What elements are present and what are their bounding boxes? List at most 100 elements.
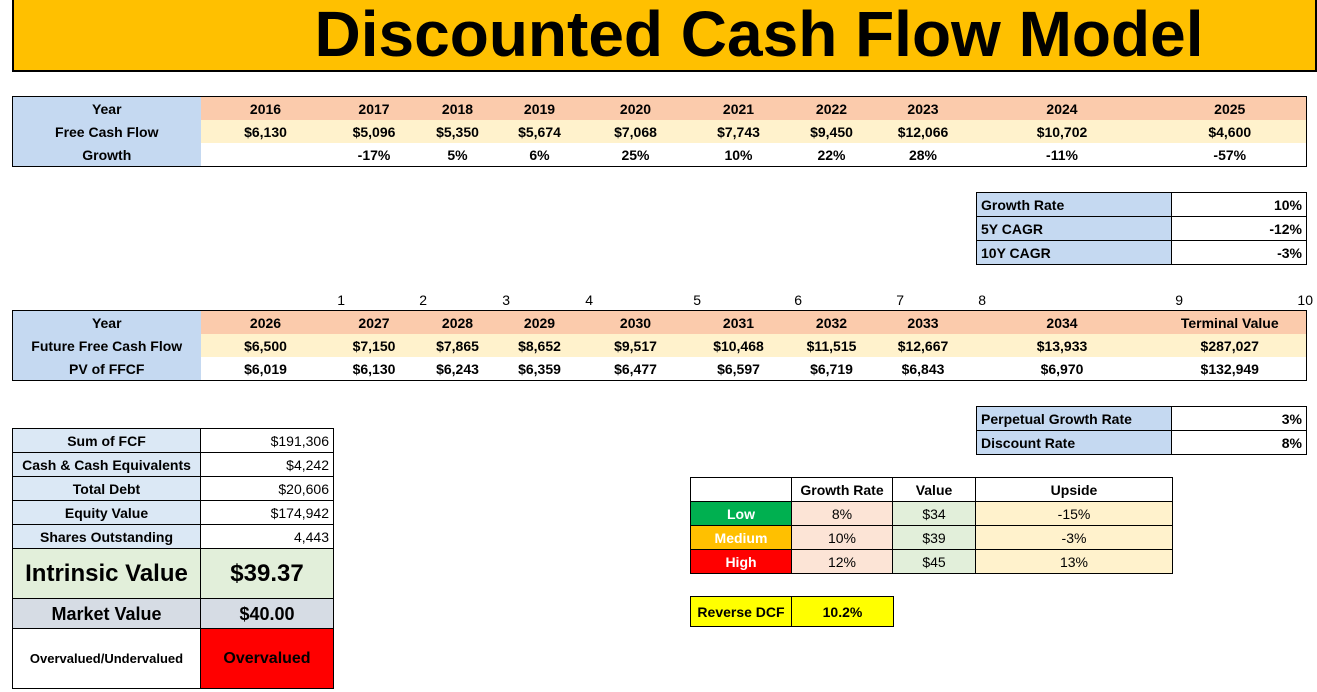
- total-debt-value[interactable]: $20,606: [200, 476, 334, 501]
- growth-cell: 22%: [817, 146, 846, 163]
- perpetual-growth-value[interactable]: 3%: [1171, 406, 1307, 431]
- growth-cell: [201, 143, 331, 167]
- ffcf-cell: $7,150: [352, 337, 396, 354]
- year-label: Year: [12, 310, 201, 334]
- ffcf-cell: $12,667: [897, 337, 949, 354]
- pv-row: PV of FFCF $6,019 $6,130 $6,243 $6,359 $…: [12, 357, 1307, 381]
- growth-cell: 28%: [908, 146, 938, 163]
- year-cell: 2032: [815, 314, 848, 331]
- period-number: 9: [1175, 292, 1183, 308]
- year-cell: 2017: [358, 100, 390, 117]
- projection-table: Year 2026 2027 2028 2029 2030 2031 2032 …: [12, 310, 1307, 381]
- ffcf-label: Future Free Cash Flow: [12, 334, 201, 357]
- scenario-growth-header: Growth Rate: [791, 477, 893, 502]
- growth-cell: 5%: [447, 146, 468, 163]
- pv-cell: $6,970: [1040, 360, 1084, 377]
- terminal-value-header: Terminal Value: [1180, 314, 1279, 331]
- period-number: 8: [978, 292, 986, 308]
- ffcf-cell: $11,515: [806, 337, 857, 354]
- year-cell: 2034: [1046, 314, 1078, 331]
- equity-value: $174,942: [200, 500, 334, 525]
- growth-cell: 10%: [724, 146, 753, 163]
- year-cell: 2022: [815, 100, 848, 117]
- growth-label: Growth: [12, 143, 201, 167]
- scenario-value-cell: $45: [892, 549, 976, 574]
- cagr5-value: -12%: [1171, 216, 1307, 241]
- year-cell: 2031: [722, 314, 755, 331]
- period-number: 2: [419, 292, 427, 308]
- intrinsic-value-label: Intrinsic Value: [12, 548, 201, 599]
- cash-label: Cash & Cash Equivalents: [12, 452, 201, 477]
- fcf-cell: $7,743: [717, 123, 760, 140]
- growth-cell: -17%: [357, 146, 391, 163]
- pv-cell: $6,019: [244, 360, 287, 377]
- year-label: Year: [12, 96, 201, 120]
- pv-cell: $6,843: [901, 360, 945, 377]
- year-cell: 2033: [907, 314, 939, 331]
- historical-table: Year 2016 2017 2018 2019 2020 2021 2022 …: [12, 96, 1307, 167]
- scenario-row-high: High 12% $45 13%: [690, 549, 1173, 574]
- scenario-upside-cell: -3%: [975, 525, 1173, 550]
- year-cell: 2030: [619, 314, 652, 331]
- growth-rate-label: Growth Rate: [976, 192, 1172, 217]
- year-cell: 2023: [907, 100, 939, 117]
- pv-cell: $6,719: [810, 360, 853, 377]
- pv-cell: $132,949: [1200, 360, 1259, 377]
- year-cell: 2029: [523, 314, 556, 331]
- scenario-high-label: High: [690, 549, 792, 574]
- cagr10-value: -3%: [1171, 240, 1307, 265]
- reverse-dcf-label: Reverse DCF: [690, 596, 792, 627]
- growth-cell: 6%: [529, 146, 550, 163]
- cash-value[interactable]: $4,242: [200, 452, 334, 477]
- growth-cell: -57%: [1213, 146, 1247, 163]
- scenario-upside-cell: -15%: [975, 501, 1173, 526]
- discount-rates-table: Perpetual Growth Rate 3% Discount Rate 8…: [976, 406, 1307, 455]
- fcf-cell: $12,066: [897, 123, 949, 140]
- year-cell: 2027: [358, 314, 390, 331]
- valuation-status-label: Overvalued/Undervalued: [12, 628, 201, 689]
- title-banner: Discounted Cash Flow Model: [12, 0, 1317, 72]
- market-value[interactable]: $40.00: [200, 598, 334, 629]
- reverse-dcf-value: 10.2%: [791, 596, 894, 627]
- sum-fcf-label: Sum of FCF: [12, 428, 201, 453]
- intrinsic-value: $39.37: [200, 548, 334, 599]
- ffcf-cell: $287,027: [1200, 337, 1259, 354]
- fcf-cell: $4,600: [1208, 123, 1252, 140]
- discount-rate-label: Discount Rate: [976, 430, 1172, 455]
- scenario-row-low: Low 8% $34 -15%: [690, 501, 1173, 526]
- period-numbers: 1 2 3 4 5 6 7 8 9 10: [12, 289, 1313, 311]
- growth-rate-value[interactable]: 10%: [1171, 192, 1307, 217]
- scenario-value-cell: $39: [892, 525, 976, 550]
- fcf-cell: $5,096: [352, 123, 396, 140]
- scenario-value-header: Value: [892, 477, 976, 502]
- year-cell: 2021: [722, 100, 755, 117]
- shares-outstanding-value[interactable]: 4,443: [200, 524, 334, 549]
- scenario-row-medium: Medium 10% $39 -3%: [690, 525, 1173, 550]
- reverse-dcf-table: Reverse DCF 10.2%: [690, 596, 894, 627]
- period-number: 3: [502, 292, 510, 308]
- historical-year-row: Year 2016 2017 2018 2019 2020 2021 2022 …: [12, 96, 1307, 120]
- scenario-upside-cell: 13%: [975, 549, 1173, 574]
- discount-rate-value[interactable]: 8%: [1171, 430, 1307, 455]
- scenario-value-cell: $34: [892, 501, 976, 526]
- market-value-label: Market Value: [12, 598, 201, 629]
- fcf-cell: $6,130: [244, 123, 287, 140]
- scenario-growth-cell[interactable]: 8%: [791, 501, 893, 526]
- scenario-growth-cell[interactable]: 12%: [791, 549, 893, 574]
- ffcf-cell: $7,865: [436, 337, 479, 354]
- perpetual-growth-label: Perpetual Growth Rate: [976, 406, 1172, 431]
- year-cell: 2016: [249, 100, 282, 117]
- fcf-cell: $5,350: [436, 123, 479, 140]
- period-number: 10: [1297, 292, 1313, 308]
- ffcf-cell: $10,468: [713, 337, 764, 354]
- scenario-growth-cell[interactable]: 10%: [791, 525, 893, 550]
- year-cell: 2026: [249, 314, 282, 331]
- pv-cell: $6,243: [436, 360, 479, 377]
- growth-cell: 25%: [621, 146, 650, 163]
- fcf-cell: $10,702: [1036, 123, 1088, 140]
- pv-label: PV of FFCF: [12, 357, 201, 381]
- year-cell: 2019: [523, 100, 556, 117]
- pv-cell: $6,597: [717, 360, 760, 377]
- pv-cell: $6,130: [352, 360, 396, 377]
- ffcf-cell: $6,500: [244, 337, 287, 354]
